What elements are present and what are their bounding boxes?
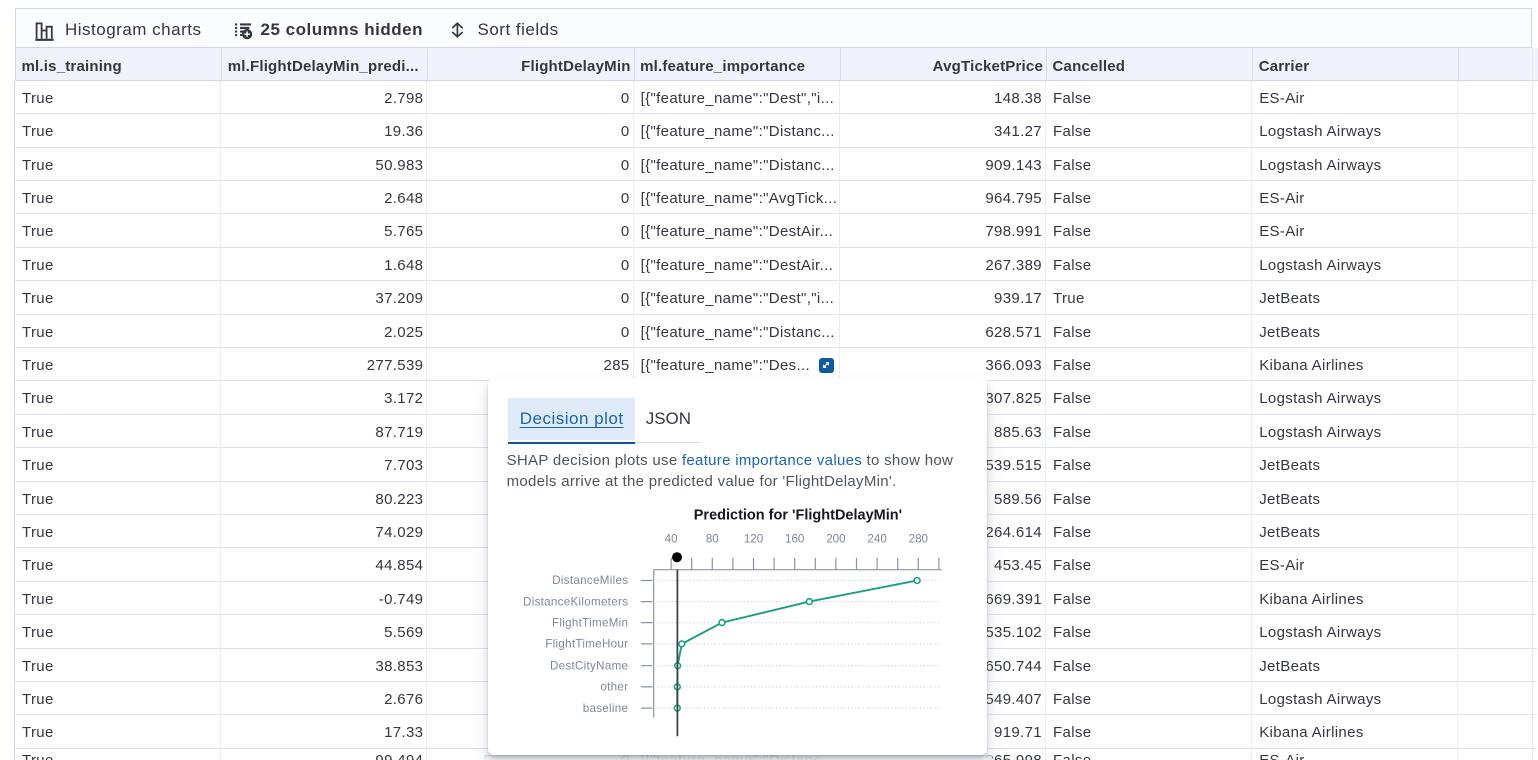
svg-text:80: 80	[706, 532, 719, 545]
svg-text:DestCityName: DestCityName	[550, 659, 628, 672]
svg-text:240: 240	[867, 532, 886, 545]
svg-text:120: 120	[744, 532, 763, 545]
svg-text:DistanceKilometers: DistanceKilometers	[523, 595, 628, 608]
svg-text:other: other	[600, 680, 628, 693]
svg-text:baseline: baseline	[582, 702, 628, 715]
svg-text:FlightTimeHour: FlightTimeHour	[545, 637, 628, 650]
svg-text:200: 200	[826, 532, 845, 545]
svg-text:Prediction for 'FlightDelayMin: Prediction for 'FlightDelayMin'	[693, 507, 901, 523]
svg-text:280: 280	[908, 532, 927, 545]
svg-text:160: 160	[785, 532, 804, 545]
svg-text:40: 40	[664, 532, 677, 545]
svg-text:DistanceMiles: DistanceMiles	[552, 574, 628, 587]
svg-text:FlightTimeMin: FlightTimeMin	[552, 616, 628, 629]
